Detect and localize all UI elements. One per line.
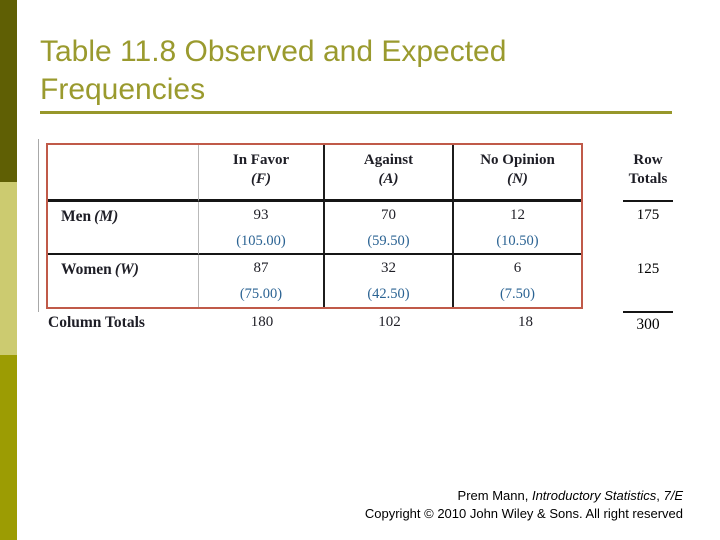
observed-value: 12 [510, 207, 525, 223]
col-header-label: No Opinion [480, 152, 555, 168]
col-header-symbol: (A) [378, 171, 399, 187]
column-total-in-favor: 180 [250, 314, 274, 330]
cell-women-no-opinion: 6 (7.50) [454, 255, 581, 307]
row-totals-underline [623, 200, 673, 202]
row-totals-header: Row Totals [611, 151, 685, 189]
row-label-symbol: (M) [94, 208, 119, 225]
cell-men-against: 70 (59.50) [325, 202, 454, 255]
column-total-no-opinion: 18 [518, 314, 533, 330]
row-totals-header-line2: Totals [628, 171, 668, 187]
expected-value: (59.50) [367, 233, 410, 249]
accent-bar-segment-light [0, 182, 17, 355]
cell-men-no-opinion: 12 (10.50) [454, 202, 581, 255]
expected-value: (42.50) [367, 286, 410, 302]
frequency-table: In Favor (F) Against (A) No Opinion (N) … [46, 143, 583, 309]
column-total-against: 102 [378, 314, 401, 330]
slide-title-line2: Frequencies [40, 73, 206, 106]
footer-separator: , [656, 488, 664, 503]
table-image-edge [38, 139, 39, 312]
row-total-women: 125 [636, 261, 660, 277]
expected-value: (105.00) [236, 233, 286, 249]
row-label-text: Women [61, 261, 112, 278]
footer-edition: 7/E [663, 488, 683, 503]
cell-men-in-favor: 93 (105.00) [199, 202, 325, 255]
row-label-men: Men (M) [48, 202, 199, 255]
slide-title: Table 11.8 Observed and Expected Frequen… [40, 33, 640, 109]
col-header-no-opinion: No Opinion (N) [454, 145, 581, 202]
observed-value: 93 [253, 207, 269, 223]
accent-bar-segment-olive [0, 355, 17, 540]
col-header-label: Against [363, 152, 414, 168]
col-header-symbol: (N) [507, 171, 528, 187]
left-accent-bar [0, 0, 17, 540]
slide-title-line1: Table 11.8 Observed and Expected [40, 35, 507, 68]
expected-value: (10.50) [496, 233, 539, 249]
expected-value: (75.00) [239, 286, 283, 302]
cell-women-in-favor: 87 (75.00) [199, 255, 325, 307]
row-total-men: 175 [636, 207, 660, 223]
col-header-against: Against (A) [325, 145, 454, 202]
cell-women-against: 32 (42.50) [325, 255, 454, 307]
corner-cell [48, 145, 199, 202]
expected-value: (7.50) [499, 286, 536, 302]
observed-value: 87 [253, 260, 269, 276]
row-label-women: Women (W) [48, 255, 199, 307]
footer-author: Prem Mann, [457, 488, 532, 503]
accent-bar-segment-dark [0, 0, 17, 182]
grand-total-overline [623, 311, 673, 313]
col-header-symbol: (F) [251, 171, 271, 187]
column-totals-label: Column Totals [48, 314, 145, 331]
row-totals-header-line1: Row [633, 152, 663, 168]
col-header-in-favor: In Favor (F) [199, 145, 325, 202]
footer-book-title: Introductory Statistics [531, 488, 657, 503]
row-label-text: Men [61, 208, 92, 225]
footer-credit: Prem Mann, Introductory Statistics, 7/E … [183, 487, 683, 523]
row-label-symbol: (W) [114, 261, 139, 278]
observed-value: 32 [381, 260, 396, 276]
footer-copyright: Copyright © 2010 John Wiley & Sons. All … [364, 506, 683, 521]
title-underline [40, 111, 672, 114]
observed-value: 6 [513, 260, 522, 276]
col-header-label: In Favor [232, 152, 290, 168]
grand-total: 300 [636, 316, 660, 333]
footer-line1: Prem Mann, Introductory Statistics, 7/E [183, 487, 683, 505]
observed-value: 70 [381, 207, 396, 223]
